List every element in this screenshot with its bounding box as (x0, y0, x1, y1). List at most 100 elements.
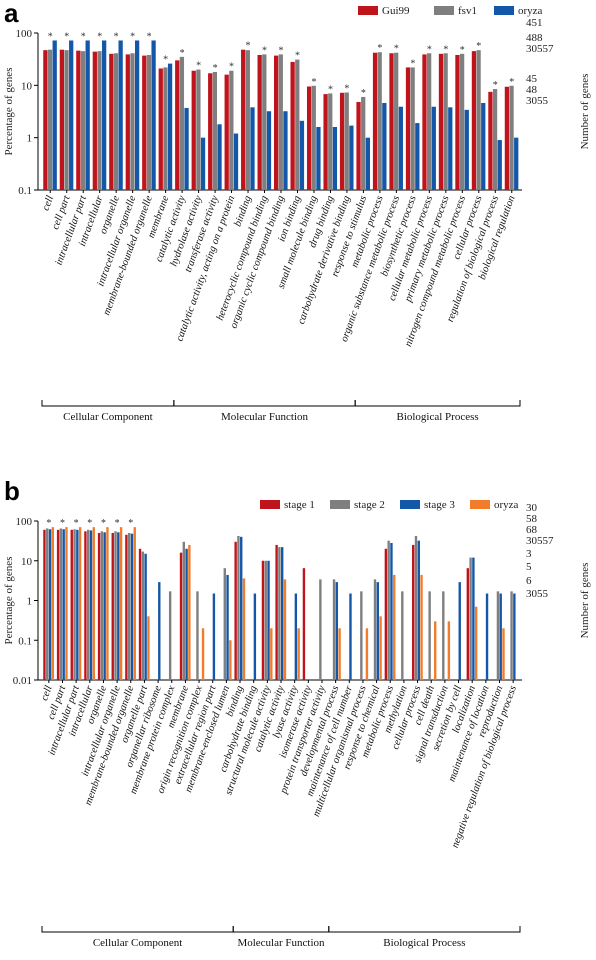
significance-star: * (74, 518, 79, 529)
right-number-label: 3055 (526, 95, 549, 107)
bar (43, 50, 48, 190)
bar (168, 591, 172, 680)
right-number-label: 5 (526, 561, 532, 573)
bar (447, 621, 451, 680)
bar (442, 591, 445, 680)
bar (250, 107, 255, 190)
bar (113, 53, 119, 190)
bar (80, 51, 86, 190)
bar (401, 591, 404, 680)
bar (92, 51, 97, 191)
right-number-label: 3055 (526, 588, 549, 600)
significance-star: * (101, 518, 106, 529)
bar (459, 53, 465, 190)
bar (191, 70, 196, 190)
y-tick-label: 1 (27, 596, 33, 608)
bar (237, 535, 240, 680)
bar (48, 529, 52, 680)
bar (240, 536, 243, 680)
y-axis-label: Percentage of genes (3, 68, 15, 156)
bar (319, 579, 322, 680)
group-label: Cellular Component (63, 411, 153, 423)
bar (102, 40, 107, 191)
right-number-label: 488 (526, 32, 543, 44)
bar (264, 560, 267, 680)
significance-star: * (163, 55, 168, 66)
significance-star: * (443, 44, 448, 55)
legend-swatch (494, 6, 514, 15)
bar (127, 532, 131, 680)
bar (158, 582, 161, 680)
bar (361, 96, 366, 190)
group-bracket (173, 400, 356, 407)
bar (208, 73, 213, 190)
bar (212, 593, 216, 680)
bar (379, 616, 382, 680)
bar (114, 531, 117, 680)
bar (51, 527, 55, 680)
legend-label: stage 3 (424, 499, 455, 511)
y-tick-label: 1 (27, 133, 33, 145)
bar (294, 593, 298, 680)
bar (89, 530, 93, 680)
bar (398, 106, 403, 190)
bar (384, 548, 388, 680)
bar (257, 54, 262, 190)
legend-label: stage 2 (354, 499, 385, 511)
legend-swatch (260, 500, 280, 509)
bar (349, 125, 354, 190)
right-number-label: 30557 (526, 43, 554, 55)
significance-star: * (493, 80, 498, 91)
bar (464, 109, 469, 190)
bar (133, 527, 136, 680)
bar (344, 92, 349, 190)
y-tick-label: 10 (21, 556, 33, 568)
bar (229, 640, 232, 680)
bar (438, 53, 444, 190)
right-axis-label: Number of genes (579, 563, 591, 639)
legend-swatch (434, 6, 454, 15)
bar (109, 53, 114, 190)
bar (100, 531, 104, 680)
bar (387, 540, 390, 680)
bar (414, 535, 418, 680)
legend-label: stage 1 (284, 499, 315, 511)
bar (226, 574, 229, 680)
bar (56, 529, 60, 680)
bar (431, 106, 436, 190)
right-number-label: 48 (526, 84, 538, 96)
significance-star: * (115, 518, 120, 529)
bar (103, 532, 106, 680)
bar (394, 52, 399, 191)
bar (242, 578, 246, 680)
bar (184, 107, 189, 190)
bar (52, 40, 57, 191)
significance-star: * (344, 83, 349, 94)
bar (138, 548, 142, 680)
bar (299, 120, 305, 190)
bar (290, 61, 295, 190)
panel-label: a (4, 0, 19, 28)
bar (274, 55, 279, 190)
legend-label: oryza (518, 5, 543, 17)
group-label: Cellular Component (93, 937, 183, 949)
bar (365, 628, 369, 680)
right-number-label: 30 (526, 502, 538, 514)
bar (241, 49, 246, 191)
significance-star: * (509, 77, 514, 88)
significance-star: * (427, 44, 432, 55)
bar (84, 531, 87, 680)
bar (281, 547, 284, 680)
bar (234, 541, 237, 680)
right-number-label: 30557 (526, 535, 554, 547)
bar (97, 51, 102, 190)
bar (306, 86, 312, 190)
category-label: cell (39, 684, 55, 702)
bar (43, 529, 46, 680)
group-bracket (41, 926, 234, 933)
bar (458, 582, 461, 680)
bar (510, 591, 513, 680)
bar (356, 102, 361, 190)
bar (141, 551, 145, 680)
legend-swatch (400, 500, 420, 509)
